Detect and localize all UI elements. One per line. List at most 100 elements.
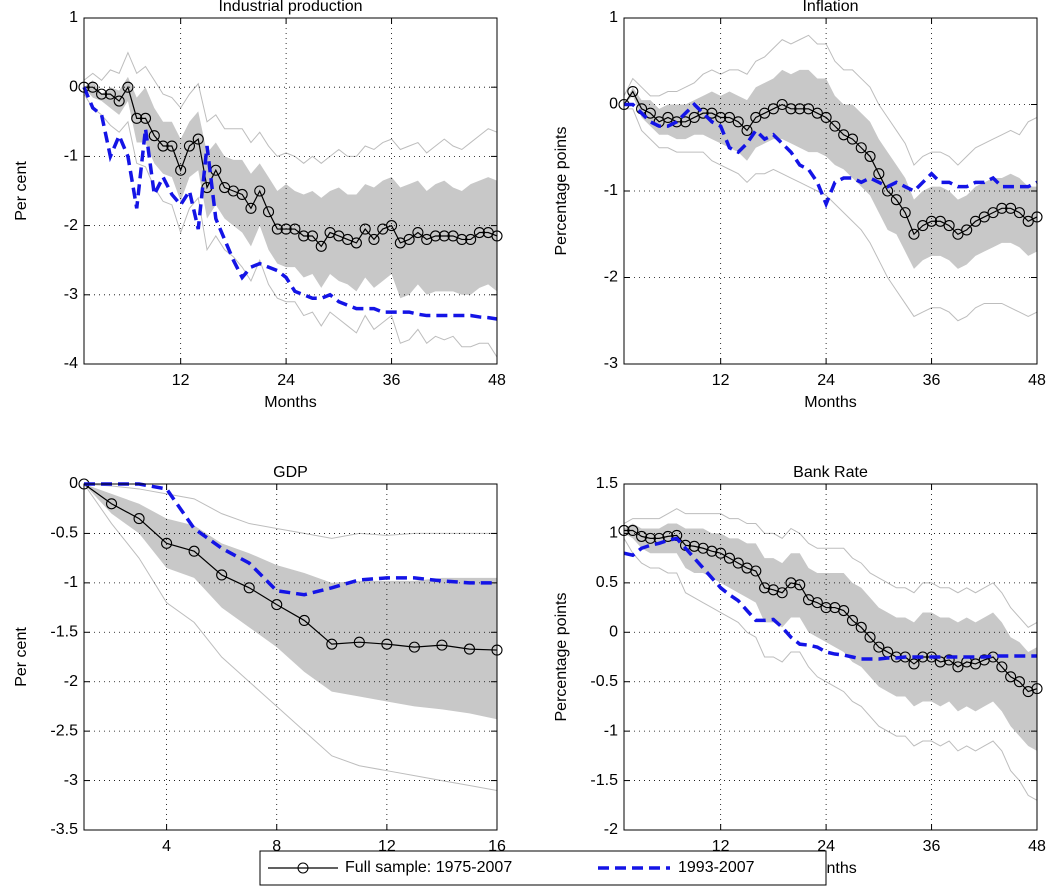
axes-frame [83, 17, 498, 365]
data-point [438, 230, 450, 242]
data-point [908, 658, 920, 670]
x-tick-label: 12 [712, 372, 730, 389]
y-tick-label: -0.5 [590, 673, 618, 690]
data-point [671, 116, 683, 128]
y-tick-label: -4 [64, 355, 78, 372]
series-line [623, 90, 1038, 236]
data-point [785, 103, 797, 115]
y-tick-label: 0 [609, 624, 618, 641]
data-point [183, 140, 195, 152]
y-tick-label: 0 [69, 78, 78, 95]
data-point [890, 194, 902, 206]
y-tick-label: 1.5 [596, 475, 618, 492]
data-point [996, 661, 1008, 673]
x-tick-label: 48 [488, 372, 506, 389]
data-point [750, 565, 762, 577]
y-tick-label: -1 [604, 182, 618, 199]
x-tick-label: 4 [162, 838, 171, 855]
outer-bound [624, 108, 1038, 322]
x-tick-label: 36 [383, 372, 401, 389]
data-point [715, 547, 727, 559]
data-point [794, 579, 806, 591]
y-tick-label: 1 [609, 9, 618, 26]
confidence-band [624, 69, 1037, 269]
data-point [644, 532, 656, 544]
panel: 481216-3.5-3-2.5-2-1.5-1-0.50GDPQuarters… [13, 464, 506, 877]
panel: 12 24 36 48 -4 -3 -2 -1 0 1 Industrial production M… [13, 0, 506, 411]
series-line [624, 529, 1038, 693]
series-line [623, 536, 1037, 661]
data-point [1005, 671, 1017, 683]
data-point [846, 133, 859, 145]
axes-frame [83, 483, 498, 831]
data-point [688, 111, 700, 124]
y-tick-label: -1 [64, 574, 78, 591]
axes-frame [623, 17, 1038, 365]
confidence-band [84, 484, 497, 720]
outer-bound [623, 508, 1038, 628]
x-tick-label: 48 [1028, 372, 1046, 389]
data-point [133, 513, 145, 525]
data-point [802, 103, 815, 115]
y-tick-label: 0.5 [596, 574, 618, 591]
x-tick-label: 12 [172, 372, 190, 389]
data-point [298, 614, 310, 626]
data-point [139, 112, 152, 124]
data-point [873, 641, 885, 653]
data-point [1005, 202, 1017, 214]
data-point [662, 111, 674, 124]
outer-bound [83, 51, 498, 164]
data-point [463, 643, 476, 655]
y-tick-label: -1.5 [590, 772, 618, 789]
data-point [456, 233, 468, 245]
data-point [811, 107, 823, 119]
chart-title: GDP [273, 464, 308, 481]
x-axis-label: Months [264, 394, 316, 411]
y-tick-label: -2 [64, 673, 78, 690]
data-point [87, 81, 99, 93]
data-point [236, 188, 248, 201]
data-point [113, 95, 125, 107]
data-point [436, 639, 448, 651]
data-point [245, 202, 257, 214]
data-point [864, 631, 876, 643]
data-point [785, 577, 797, 589]
series-line [624, 102, 1038, 209]
y-axis-label: Percentage points [553, 593, 570, 722]
y-tick-label: 1 [69, 9, 78, 26]
legend-box [259, 850, 827, 886]
data-point [636, 530, 648, 542]
data-point [969, 215, 982, 227]
data-point [243, 582, 255, 594]
legend-marker [297, 862, 309, 874]
data-point [767, 103, 779, 115]
y-tick-label: -1 [64, 148, 78, 165]
x-axis-label: Months [804, 394, 856, 411]
data-point [723, 552, 735, 564]
data-point [627, 524, 639, 537]
y-tick-label: -3.5 [50, 821, 78, 838]
data-point [732, 557, 744, 569]
data-point [644, 107, 656, 119]
x-tick-label: 24 [817, 372, 835, 389]
data-point [1013, 676, 1025, 688]
data-point [122, 81, 134, 93]
chart-title: Inflation [802, 0, 858, 15]
y-tick-label: 1 [609, 525, 618, 542]
data-point [855, 621, 867, 633]
data-point [679, 116, 692, 128]
data-point [926, 215, 938, 227]
data-point [741, 124, 753, 136]
data-point [706, 107, 718, 119]
y-tick-label: -2 [604, 821, 618, 838]
axes-frame [623, 483, 1038, 831]
data-point [254, 185, 266, 197]
data-point [386, 220, 398, 232]
data-point [732, 116, 744, 128]
data-point [157, 140, 169, 152]
data-point [216, 569, 228, 581]
data-point [838, 604, 850, 617]
x-tick-label: 48 [1028, 838, 1046, 855]
x-tick-label: 36 [923, 372, 941, 389]
data-point [759, 107, 771, 119]
